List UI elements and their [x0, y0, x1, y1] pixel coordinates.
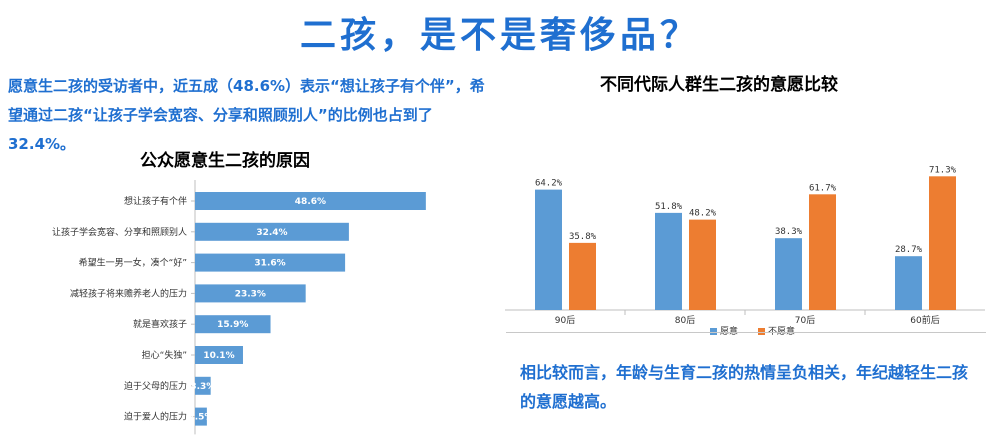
bar-value-label: 38.3%	[775, 227, 803, 237]
category-label: 迫于父母的压力	[124, 380, 187, 392]
category-label: 希望生一男一女，凑个“好”	[79, 257, 187, 269]
bar-value-label: 15.9%	[217, 320, 248, 330]
bar-value-label: 48.2%	[689, 209, 717, 219]
category-label: 减轻孩子将来赡养老人的压力	[70, 287, 187, 299]
conclusion-text: 相比较而言，年龄与生育二孩的热情呈负相关，年纪越轻生二孩的意愿越高。	[520, 363, 969, 411]
x-tick-label: 80后	[675, 315, 695, 326]
bar	[809, 194, 836, 310]
category-label: 迫于爱人的压力	[124, 411, 187, 423]
generation-bar-chart: 64.2% 35.8% 90后 51.8% 48.2% 80后 38.3% 61.7% 70后 2…	[505, 165, 985, 337]
category-label: 让孩子学会宽容、分享和照顾别人	[52, 226, 187, 238]
bar-value-label: 10.1%	[203, 351, 234, 361]
bar	[195, 376, 211, 395]
bar-value-label: 28.7%	[895, 245, 923, 255]
bar	[195, 222, 349, 241]
bar-value-label: 48.6%	[295, 197, 326, 207]
bar	[929, 176, 956, 310]
bar-value-label: 31.6%	[254, 259, 285, 269]
legend-label: 愿意	[720, 325, 738, 337]
category-label: 担心“失独”	[142, 349, 187, 361]
bar	[535, 189, 562, 310]
x-tick-label: 60前后	[910, 314, 939, 326]
bar	[689, 219, 716, 310]
bar-value-label: 35.8%	[569, 232, 597, 242]
legend-label: 不愿意	[768, 325, 795, 337]
page-title: 二孩，是不是奢侈品？	[299, 14, 700, 56]
bar-value-label: 51.8%	[655, 202, 683, 212]
bar	[195, 315, 271, 334]
bar	[195, 346, 243, 364]
bar	[655, 212, 682, 310]
bar-value-label: 64.2%	[535, 179, 563, 189]
intro-text: 愿意生二孩的受访者中，近五成（48.6%）表示“想让孩子有个伴”，希望通过二孩“…	[8, 77, 485, 153]
left-chart-title: 公众愿意生二孩的原因	[140, 151, 310, 171]
bar-value-label: 61.7%	[809, 183, 837, 193]
bar-value-label: 32.4%	[256, 228, 287, 238]
bar	[195, 192, 426, 210]
bar	[195, 253, 346, 272]
bar	[895, 256, 922, 310]
bar-value-label: 71.3%	[929, 165, 957, 175]
bar-value-label: 23.3%	[235, 289, 266, 299]
x-tick-label: 90后	[555, 315, 575, 326]
category-label: 就是喜欢孩子	[133, 318, 187, 330]
bar	[775, 238, 802, 310]
reasons-bar-chart: 想让孩子有个伴 48.6% 让孩子学会宽容、分享和照顾别人 32.4% 希望生一男一女，…	[52, 180, 426, 435]
right-chart-title: 不同代际人群生二孩的意愿比较	[600, 75, 838, 95]
divider	[506, 332, 986, 333]
bar-value-label: 3.3%	[190, 382, 215, 392]
x-tick-label: 70后	[795, 315, 815, 326]
bar-value-label: 2.5%	[188, 413, 213, 423]
legend-swatch	[758, 328, 765, 335]
bar	[569, 242, 596, 310]
category-label: 想让孩子有个伴	[124, 195, 187, 207]
legend-swatch	[710, 328, 717, 335]
bar	[195, 284, 306, 303]
bar	[195, 407, 207, 426]
